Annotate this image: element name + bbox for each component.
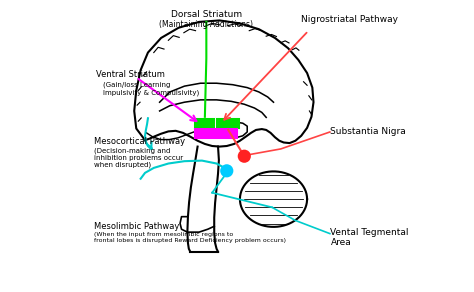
Point: [240, 154, 248, 159]
Text: Nigrostriatal Pathway: Nigrostriatal Pathway: [301, 15, 398, 24]
Text: Vental Tegmental
Area: Vental Tegmental Area: [330, 228, 409, 247]
Text: Ventral Striatum: Ventral Striatum: [96, 70, 165, 79]
Text: (Decision-making and
inhibition problems occur
when disrupted): (Decision-making and inhibition problems…: [94, 147, 183, 168]
Text: Mesolimbic Pathway: Mesolimbic Pathway: [94, 222, 179, 231]
Text: Substantia Nigra: Substantia Nigra: [330, 127, 406, 136]
Text: (Gain/loss Learning
Impulsivity & Compulsivity): (Gain/loss Learning Impulsivity & Compul…: [103, 82, 199, 96]
Point: [223, 168, 230, 173]
Text: Dorsal Striatum: Dorsal Striatum: [171, 10, 242, 19]
Text: (Maintaining Addictions): (Maintaining Addictions): [159, 20, 253, 29]
Text: Mesocortical Pathway: Mesocortical Pathway: [94, 137, 185, 146]
Text: (When the input from mesolimbic regions to
frontal lobes is disrupted Reward Def: (When the input from mesolimbic regions …: [94, 232, 286, 243]
